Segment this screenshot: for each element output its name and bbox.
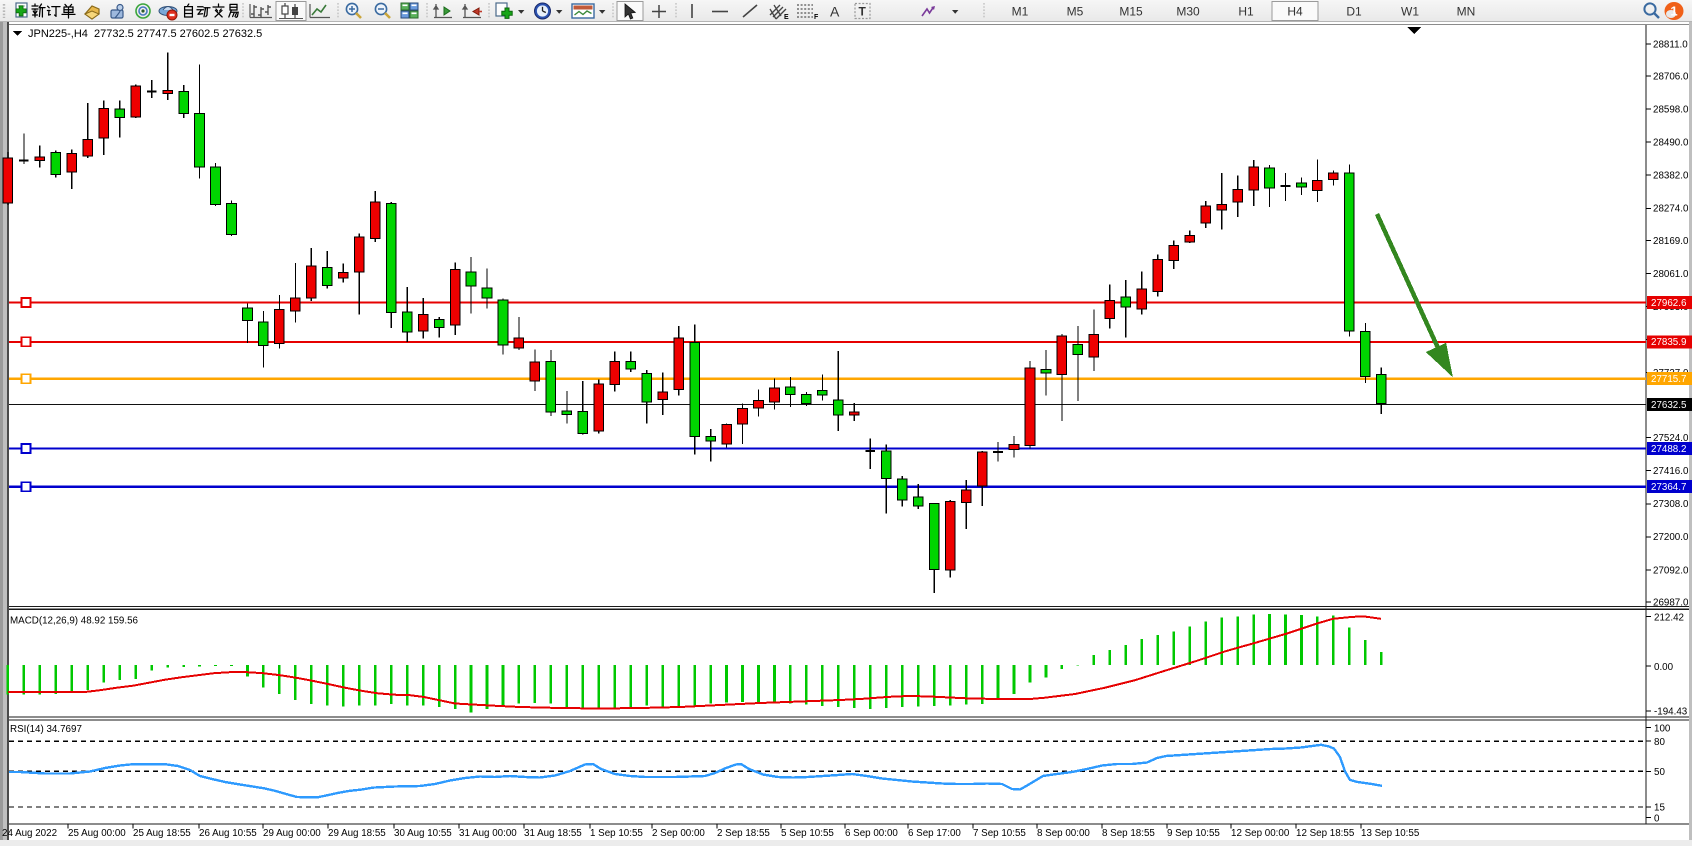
svg-text:30 Aug 10:55: 30 Aug 10:55 — [394, 828, 452, 839]
svg-text:28706.0: 28706.0 — [1653, 72, 1689, 83]
svg-text:M1: M1 — [1012, 5, 1029, 19]
svg-text:28061.0: 28061.0 — [1653, 269, 1689, 280]
svg-text:27308.0: 27308.0 — [1653, 499, 1689, 510]
svg-text:T: T — [859, 5, 867, 19]
svg-text:0: 0 — [1654, 813, 1660, 824]
svg-text:2 Sep 18:55: 2 Sep 18:55 — [717, 828, 770, 839]
svg-text:M30: M30 — [1176, 5, 1200, 19]
svg-text:100: 100 — [1654, 723, 1671, 734]
svg-text:27835.9: 27835.9 — [1651, 337, 1686, 348]
svg-text:2 Sep 00:00: 2 Sep 00:00 — [652, 828, 705, 839]
svg-text:RSI(14) 34.7697: RSI(14) 34.7697 — [10, 724, 82, 735]
svg-text:27092.0: 27092.0 — [1653, 565, 1689, 576]
svg-text:5 Sep 10:55: 5 Sep 10:55 — [781, 828, 834, 839]
svg-text:31 Aug 18:55: 31 Aug 18:55 — [524, 828, 582, 839]
svg-text:24 Aug 2022: 24 Aug 2022 — [2, 828, 57, 839]
svg-text:JPN225-,H4 27732.5 27747.5 27: JPN225-,H4 27732.5 27747.5 27602.5 27632… — [28, 28, 262, 40]
svg-text:28490.0: 28490.0 — [1653, 138, 1689, 149]
svg-text:25 Aug 00:00: 25 Aug 00:00 — [68, 828, 126, 839]
svg-text:80: 80 — [1654, 737, 1665, 748]
svg-text:M15: M15 — [1119, 5, 1143, 19]
svg-text:F: F — [814, 14, 819, 21]
svg-text:27524.0: 27524.0 — [1653, 433, 1689, 444]
svg-text:A: A — [830, 4, 840, 20]
svg-text:M5: M5 — [1067, 5, 1084, 19]
svg-text:27715.7: 27715.7 — [1651, 374, 1686, 385]
svg-text:1 Sep 10:55: 1 Sep 10:55 — [590, 828, 643, 839]
svg-text:13 Sep 10:55: 13 Sep 10:55 — [1361, 828, 1420, 839]
svg-text:6 Sep 17:00: 6 Sep 17:00 — [908, 828, 961, 839]
svg-text:MN: MN — [1457, 5, 1476, 19]
svg-text:28274.0: 28274.0 — [1653, 204, 1689, 215]
svg-text:H1: H1 — [1238, 5, 1254, 19]
svg-text:H4: H4 — [1287, 5, 1303, 19]
svg-text:8 Sep 00:00: 8 Sep 00:00 — [1037, 828, 1090, 839]
svg-text:28382.0: 28382.0 — [1653, 171, 1689, 182]
svg-text:27632.5: 27632.5 — [1651, 400, 1687, 411]
svg-text:212.42: 212.42 — [1654, 612, 1684, 623]
svg-text:6 Sep 00:00: 6 Sep 00:00 — [845, 828, 898, 839]
svg-text:9 Sep 10:55: 9 Sep 10:55 — [1167, 828, 1220, 839]
svg-text:0.00: 0.00 — [1654, 662, 1674, 673]
svg-text:12 Sep 00:00: 12 Sep 00:00 — [1231, 828, 1290, 839]
svg-text:26 Aug 10:55: 26 Aug 10:55 — [199, 828, 257, 839]
svg-text:27364.7: 27364.7 — [1651, 482, 1686, 493]
svg-text:-194.43: -194.43 — [1654, 707, 1688, 718]
svg-text:29 Aug 18:55: 29 Aug 18:55 — [328, 828, 386, 839]
svg-text:28169.0: 28169.0 — [1653, 236, 1689, 247]
svg-text:12 Sep 18:55: 12 Sep 18:55 — [1296, 828, 1355, 839]
svg-text:27416.0: 27416.0 — [1653, 466, 1689, 477]
svg-text:26987.0: 26987.0 — [1653, 597, 1689, 608]
svg-text:29 Aug 00:00: 29 Aug 00:00 — [263, 828, 321, 839]
svg-text:25 Aug 18:55: 25 Aug 18:55 — [133, 828, 191, 839]
svg-text:27200.0: 27200.0 — [1653, 532, 1689, 543]
svg-text:27962.6: 27962.6 — [1651, 298, 1687, 309]
svg-text:W1: W1 — [1401, 5, 1419, 19]
svg-text:D1: D1 — [1346, 5, 1362, 19]
svg-text:28598.0: 28598.0 — [1653, 105, 1689, 116]
svg-text:MACD(12,26,9) 48.92 159.56: MACD(12,26,9) 48.92 159.56 — [10, 616, 139, 627]
svg-text:50: 50 — [1654, 767, 1665, 778]
svg-text:7 Sep 10:55: 7 Sep 10:55 — [973, 828, 1026, 839]
svg-text:28811.0: 28811.0 — [1653, 39, 1688, 50]
svg-text:27488.2: 27488.2 — [1651, 444, 1686, 455]
svg-text:E: E — [784, 14, 789, 21]
svg-text:31 Aug 00:00: 31 Aug 00:00 — [459, 828, 517, 839]
svg-text:15: 15 — [1654, 803, 1665, 814]
svg-text:8 Sep 18:55: 8 Sep 18:55 — [1102, 828, 1155, 839]
svg-text:1: 1 — [1670, 4, 1677, 19]
